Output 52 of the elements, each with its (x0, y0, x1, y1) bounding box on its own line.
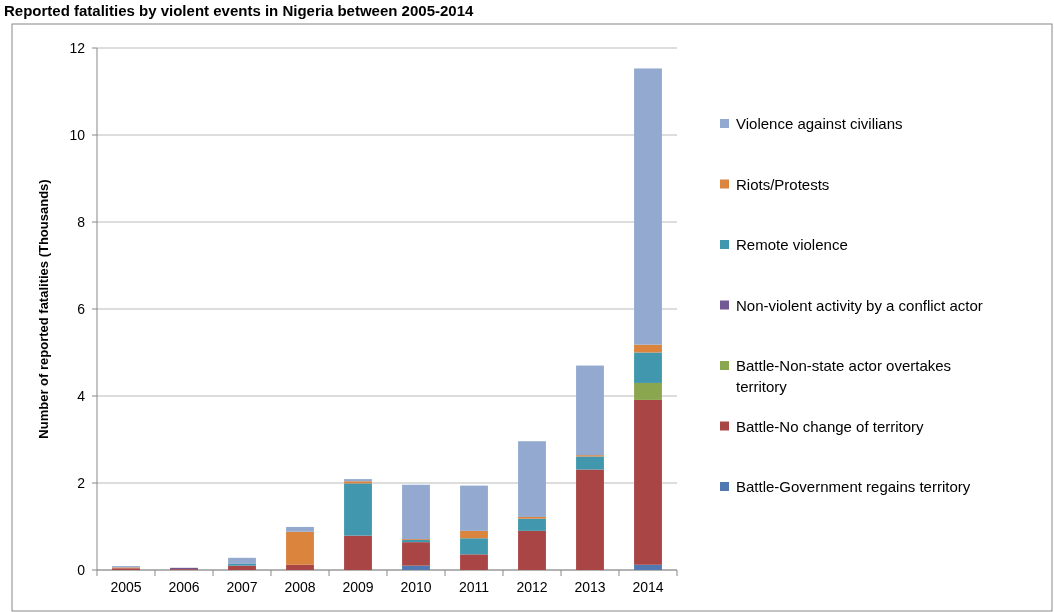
x-tick-label: 2007 (226, 579, 258, 595)
x-tick-label: 2009 (342, 579, 374, 595)
legend-label: Riots/Protests (736, 175, 830, 193)
bar (402, 565, 430, 570)
bar (634, 352, 662, 383)
bar (634, 382, 662, 400)
x-tick-label: 2014 (632, 579, 664, 595)
x-tick-label: 2012 (516, 579, 548, 595)
bar (634, 399, 662, 565)
bar (634, 68, 662, 345)
y-axis-title: Number of reported fatalities (Thousands) (36, 179, 51, 439)
bar (460, 530, 488, 539)
bar (286, 531, 314, 565)
bar (518, 530, 546, 570)
bar (286, 564, 314, 570)
legend-label: Battle-No change of territory (736, 417, 925, 435)
bar (460, 554, 488, 570)
legend-label: Violence against civilians (736, 115, 903, 133)
bar (460, 538, 488, 555)
y-tick-label: 6 (77, 300, 86, 317)
bar (402, 542, 430, 566)
bar (402, 484, 430, 540)
bar (344, 535, 372, 570)
y-tick-label: 10 (69, 126, 86, 143)
bar (518, 441, 546, 517)
bar (576, 365, 604, 456)
chart-title: Reported fatalities by violent events in Nigeria between 2005-2014 (4, 2, 474, 19)
bar (576, 456, 604, 470)
bar (344, 483, 372, 536)
bar (518, 518, 546, 531)
x-tick-label: 2005 (110, 579, 142, 595)
bar (228, 565, 256, 570)
x-tick-label: 2013 (574, 579, 606, 595)
x-tick-label: 2011 (458, 579, 490, 595)
bar (286, 526, 314, 532)
legend-label: Battle-Government regains territory (736, 478, 971, 496)
bar (228, 557, 256, 564)
bar (460, 485, 488, 531)
y-tick-label: 8 (77, 213, 86, 230)
bar (634, 564, 662, 570)
y-tick-label: 12 (69, 39, 86, 56)
x-tick-label: 2006 (168, 579, 200, 595)
bar (634, 344, 662, 353)
x-tick-label: 2010 (400, 579, 432, 595)
x-tick-label: 2008 (284, 579, 316, 595)
y-tick-label: 4 (77, 387, 86, 404)
y-tick-label: 0 (77, 561, 86, 578)
legend-label: Battle-Non-state actor overtakes territory (736, 357, 952, 395)
legend-label: Non-violent activity by a conflict actor (736, 296, 983, 314)
bar (576, 469, 604, 570)
y-tick-label: 2 (77, 474, 86, 491)
legend-label: Remote violence (736, 236, 848, 254)
